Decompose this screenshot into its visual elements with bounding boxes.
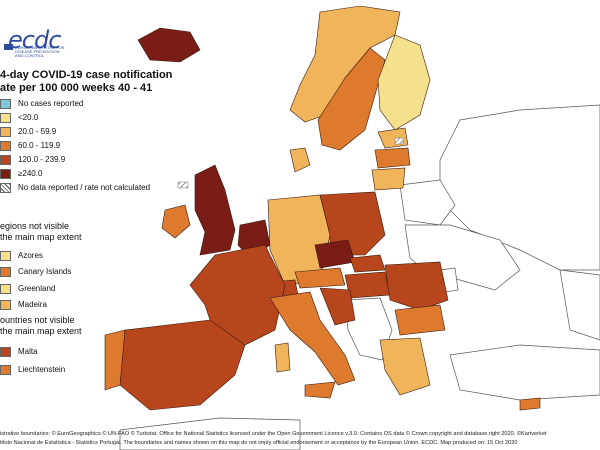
portugal: [104, 329, 126, 391]
greece: [379, 337, 431, 396]
legend-label: Liechtenstein: [18, 365, 66, 374]
legend-label: <20.0: [18, 113, 39, 122]
belarus: [399, 179, 456, 226]
map-title-line1: 4-day COVID-19 case notification: [0, 69, 173, 81]
legend-label: No data reported / rate not calculated: [18, 183, 151, 192]
italy: [269, 291, 356, 386]
legend-swatch: [0, 127, 11, 137]
legend-label: 20.0 - 59.9: [18, 127, 57, 136]
map-title-line2: ate per 100 000 weeks 40 - 41: [0, 82, 153, 94]
sweden: [317, 47, 386, 151]
slovenia-croatia: [319, 287, 356, 326]
north-africa: [119, 417, 301, 450]
countries-section-heading-2: the main map extent: [0, 326, 82, 336]
ecdc-logo: ecdc EUROPEAN CENTRE FOR DISEASE PREVENT…: [0, 0, 65, 64]
cyprus: [519, 397, 541, 411]
legend-swatch: [0, 141, 11, 151]
legend-label: ≥240.0: [18, 169, 43, 178]
non-eu-countries: [119, 104, 600, 450]
ecdc-logo-subtitle: EUROPEAN CENTRE FOR DISEASE PREVENTION A…: [15, 45, 65, 58]
bulgaria: [394, 304, 446, 336]
legend-label: 60.0 - 119.9: [18, 141, 61, 150]
slovakia: [349, 254, 386, 273]
legend-swatch: [0, 113, 11, 123]
legend-label: 120.0 - 239.9: [18, 155, 66, 164]
austria: [294, 267, 346, 289]
legend-swatch: [0, 267, 11, 277]
sicily: [304, 381, 336, 399]
uk: [194, 164, 236, 256]
balkans-non-eu: [344, 297, 393, 361]
estonia: [377, 127, 409, 149]
caspian-area: [559, 269, 600, 341]
legend-label: Malta: [18, 347, 38, 356]
legend-swatch-hatched: [0, 183, 11, 193]
poland: [319, 191, 386, 256]
hungary: [344, 271, 391, 299]
legend-swatch: [0, 347, 11, 357]
denmark: [289, 147, 311, 173]
sardinia: [274, 342, 291, 373]
legend-label: Azores: [18, 251, 43, 260]
czechia: [314, 239, 356, 269]
legend-swatch: [0, 169, 11, 179]
countries-section-heading-1: ountries not visible: [0, 315, 75, 325]
eu-flag-icon: [4, 44, 13, 50]
spain: [119, 319, 246, 411]
attribution-line1: istrative boundaries: © EuroGeographics …: [0, 431, 547, 437]
iceland: [137, 27, 201, 63]
legend-swatch: [0, 284, 11, 294]
legend-swatch: [0, 300, 11, 310]
finland: [377, 34, 431, 131]
lithuania: [371, 167, 406, 191]
legend-label: Madeira: [18, 300, 47, 309]
legend-swatch: [0, 251, 11, 261]
regions-section-heading-1: egions not visible: [0, 221, 70, 231]
no-data-patch-1: [177, 181, 189, 189]
legend-swatch: [0, 99, 11, 109]
latvia: [374, 147, 411, 169]
legend-swatch: [0, 155, 11, 165]
attribution-footer: istrative boundaries: © EuroGeographics …: [0, 430, 600, 448]
legend-label: Canary Islands: [18, 267, 72, 276]
ecdc-logo-text: ecdc: [8, 26, 61, 54]
attribution-line2: tituto Nacional de Estatística - Statist…: [0, 440, 518, 446]
ireland: [161, 204, 191, 239]
legend-swatch: [0, 365, 11, 375]
map-title: 4-day COVID-19 case notification ate per…: [0, 69, 172, 95]
no-data-regions: [177, 137, 404, 189]
legend-label: No cases reported: [18, 99, 84, 108]
no-data-patch-2: [394, 137, 404, 145]
legend-label: Greenland: [18, 284, 56, 293]
romania: [384, 261, 449, 311]
regions-section-heading-2: the main map extent: [0, 232, 82, 242]
turkey: [449, 344, 600, 401]
eu-regions: [104, 5, 541, 411]
